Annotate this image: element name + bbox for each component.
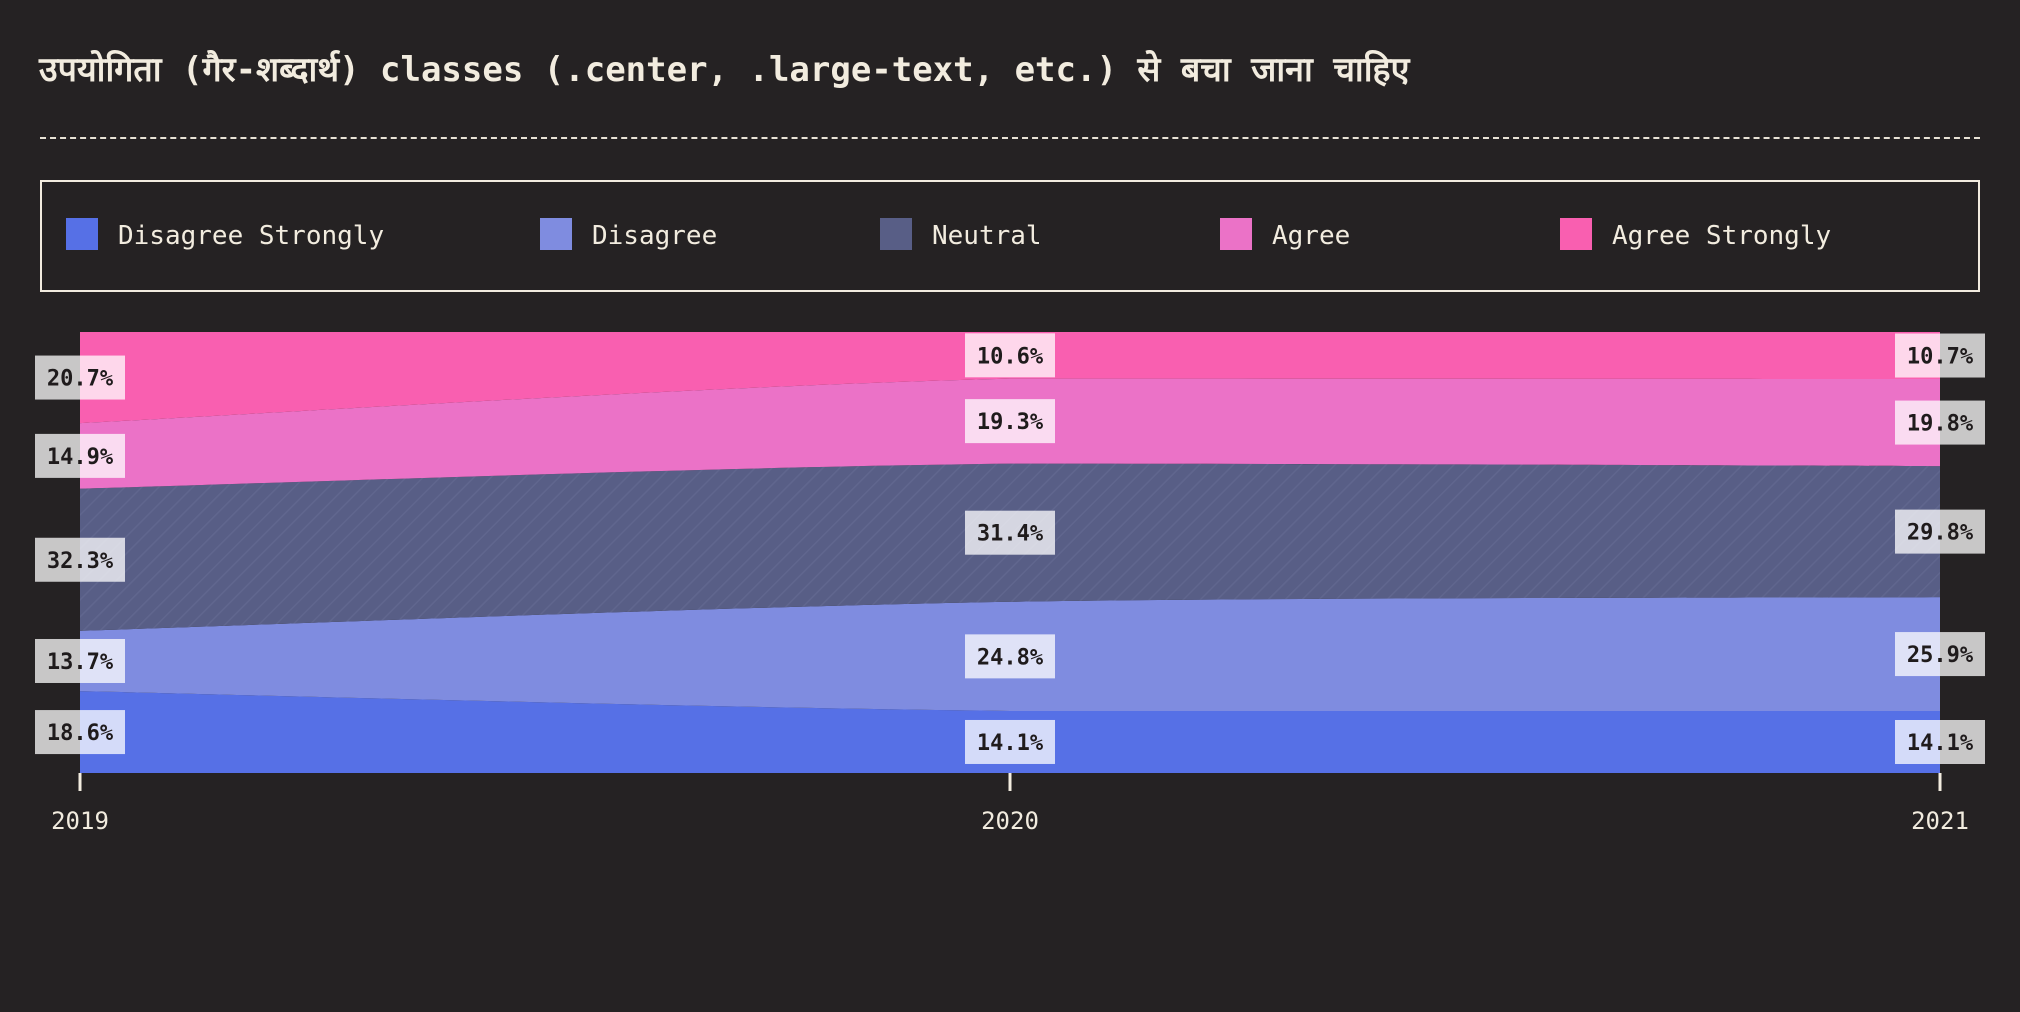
svg-text:19.8%: 19.8% [1907, 412, 1974, 437]
svg-text:32.3%: 32.3% [47, 549, 114, 574]
chart-title: उपयोगिता (गैर-शब्दार्थ) classes (.center… [39, 50, 1410, 90]
data-label-disagree-strongly: 14.1% [1895, 720, 1985, 765]
svg-text:10.7%: 10.7% [1907, 345, 1974, 370]
svg-text:14.1%: 14.1% [977, 731, 1044, 756]
legend-label-disagree-strongly: Disagree Strongly [118, 221, 385, 251]
legend-item-neutral[interactable]: Neutral [880, 182, 1042, 290]
title-divider [40, 137, 1980, 139]
legend-label-disagree: Disagree [592, 221, 718, 251]
data-label-agree: 14.9% [35, 433, 125, 478]
data-label-agree: 19.8% [1895, 400, 1985, 445]
legend-item-disagree-strongly[interactable]: Disagree Strongly [66, 182, 384, 290]
legend-item-agree-strongly[interactable]: Agree Strongly [1560, 182, 1831, 290]
data-label-disagree: 25.9% [1895, 632, 1985, 677]
data-label-neutral: 31.4% [965, 510, 1055, 555]
legend: Disagree Strongly Disagree Neutral Agree… [40, 180, 1980, 292]
legend-label-agree-strongly: Agree Strongly [1612, 221, 1832, 251]
x-tick-label: 2021 [1911, 807, 1969, 835]
svg-text:25.9%: 25.9% [1907, 643, 1974, 668]
svg-text:20.7%: 20.7% [47, 367, 114, 392]
area-agree-strongly[interactable] [80, 332, 1940, 424]
legend-swatch-agree [1220, 218, 1252, 250]
x-tick-label: 2019 [51, 807, 109, 835]
legend-swatch-disagree-strongly [66, 218, 98, 250]
data-label-neutral: 32.3% [35, 537, 125, 582]
data-label-agree: 19.3% [965, 399, 1055, 444]
legend-label-agree: Agree [1272, 221, 1351, 251]
svg-text:18.6%: 18.6% [47, 721, 114, 746]
svg-text:24.8%: 24.8% [977, 645, 1044, 670]
data-label-agree-strongly: 20.7% [35, 355, 125, 400]
data-label-disagree: 24.8% [965, 634, 1055, 679]
legend-swatch-agree-strongly [1560, 218, 1592, 250]
data-label-disagree-strongly: 14.1% [965, 719, 1055, 764]
data-label-agree-strongly: 10.6% [965, 333, 1055, 378]
svg-text:31.4%: 31.4% [977, 522, 1044, 547]
svg-text:19.3%: 19.3% [977, 410, 1044, 435]
legend-item-disagree[interactable]: Disagree [540, 182, 717, 290]
legend-label-neutral: Neutral [932, 221, 1042, 251]
legend-swatch-neutral [880, 218, 912, 250]
data-label-agree-strongly: 10.7% [1895, 333, 1985, 378]
svg-text:13.7%: 13.7% [47, 650, 114, 675]
x-tick-label: 2020 [981, 807, 1039, 835]
legend-item-agree[interactable]: Agree [1220, 182, 1350, 290]
svg-text:10.6%: 10.6% [977, 344, 1044, 369]
svg-text:14.1%: 14.1% [1907, 731, 1974, 756]
data-label-disagree: 13.7% [35, 638, 125, 683]
svg-text:14.9%: 14.9% [47, 445, 114, 470]
legend-swatch-disagree [540, 218, 572, 250]
data-label-neutral: 29.8% [1895, 509, 1985, 554]
data-label-disagree-strongly: 18.6% [35, 710, 125, 755]
svg-text:29.8%: 29.8% [1907, 521, 1974, 546]
